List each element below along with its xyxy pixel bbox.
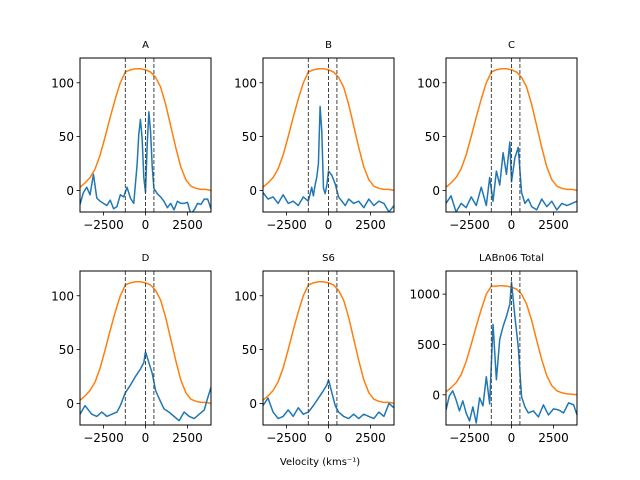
x-tick-label: −2500	[266, 218, 307, 232]
subplot-title: C	[508, 40, 515, 51]
subplot-6: −2500 0 2500 0 500 1000 LABn06 Total	[409, 253, 578, 445]
x-tick-label: 2500	[172, 218, 203, 232]
y-tick-label: 50	[242, 343, 257, 357]
y-tick-label: 0	[432, 184, 440, 198]
spectrum-line	[263, 105, 394, 212]
x-tick-label: −2500	[83, 431, 124, 445]
x-tick-label: 0	[325, 431, 333, 445]
envelope-line	[80, 281, 211, 405]
x-tick-label: 2500	[355, 431, 386, 445]
y-tick-label: 500	[417, 338, 440, 352]
x-tick-label: −2500	[83, 218, 124, 232]
x-tick-label: 0	[142, 431, 150, 445]
x-tick-label: −2500	[266, 431, 307, 445]
subplot-title: S6	[322, 253, 335, 264]
y-tick-label: 0	[66, 397, 74, 411]
y-tick-label: 0	[432, 388, 440, 402]
y-tick-label: 100	[51, 76, 74, 90]
subplot-1: −2500 0 2500 0 50 100 A	[51, 40, 212, 232]
envelope-line	[263, 281, 394, 405]
y-tick-label: 0	[249, 397, 257, 411]
axes-frame	[262, 57, 395, 213]
y-tick-label: 50	[242, 130, 257, 144]
y-tick-label: 1000	[409, 288, 440, 302]
y-tick-label: 50	[59, 343, 74, 357]
subplot-title: A	[142, 40, 149, 51]
x-tick-label: −2500	[449, 218, 490, 232]
subplot-4: −2500 0 2500 0 50 100 D	[51, 253, 212, 445]
y-tick-label: 100	[417, 76, 440, 90]
y-tick-label: 50	[425, 130, 440, 144]
plot-area	[446, 58, 577, 212]
plot-area	[263, 58, 394, 212]
plot-area	[263, 271, 394, 425]
subplot-3: −2500 0 2500 0 50 100 C	[417, 40, 578, 232]
axes-frame	[445, 270, 578, 426]
y-tick-label: 0	[249, 184, 257, 198]
y-tick-label: 100	[234, 289, 257, 303]
plot-area	[80, 58, 211, 212]
plot-area	[446, 271, 577, 425]
x-tick-label: 0	[142, 218, 150, 232]
x-tick-label: −2500	[449, 431, 490, 445]
axes-frame	[79, 270, 212, 426]
x-tick-label: 0	[508, 431, 516, 445]
x-tick-label: 2500	[172, 431, 203, 445]
subplot-title: D	[142, 253, 150, 264]
subplot-title: LABn06 Total	[479, 253, 544, 264]
subplot-title: B	[325, 40, 332, 51]
x-tick-label: 2500	[538, 218, 569, 232]
axes-frame	[445, 57, 578, 213]
envelope-line	[446, 68, 577, 192]
y-tick-label: 0	[66, 184, 74, 198]
subplot-2: −2500 0 2500 0 50 100 B	[234, 40, 395, 232]
subplot-grid: −2500 0 2500 0 50 100 A −2500 0 2500 0 50 100 B −2500 0…	[51, 40, 578, 445]
x-tick-label: 2500	[538, 431, 569, 445]
subplot-5: −2500 0 2500 0 50 100 S6	[234, 253, 395, 445]
spectrum-line	[446, 141, 577, 212]
plot-area	[80, 271, 211, 425]
spectrum-line	[446, 281, 577, 424]
axes-frame	[262, 270, 395, 426]
y-tick-label: 50	[59, 130, 74, 144]
x-axis-label: Velocity (kms⁻¹)	[280, 457, 360, 468]
x-tick-label: 0	[508, 218, 516, 232]
x-tick-label: 2500	[355, 218, 386, 232]
envelope-line	[80, 68, 211, 192]
envelope-line	[263, 68, 394, 192]
y-tick-label: 100	[51, 289, 74, 303]
y-tick-label: 100	[234, 76, 257, 90]
x-tick-label: 0	[325, 218, 333, 232]
